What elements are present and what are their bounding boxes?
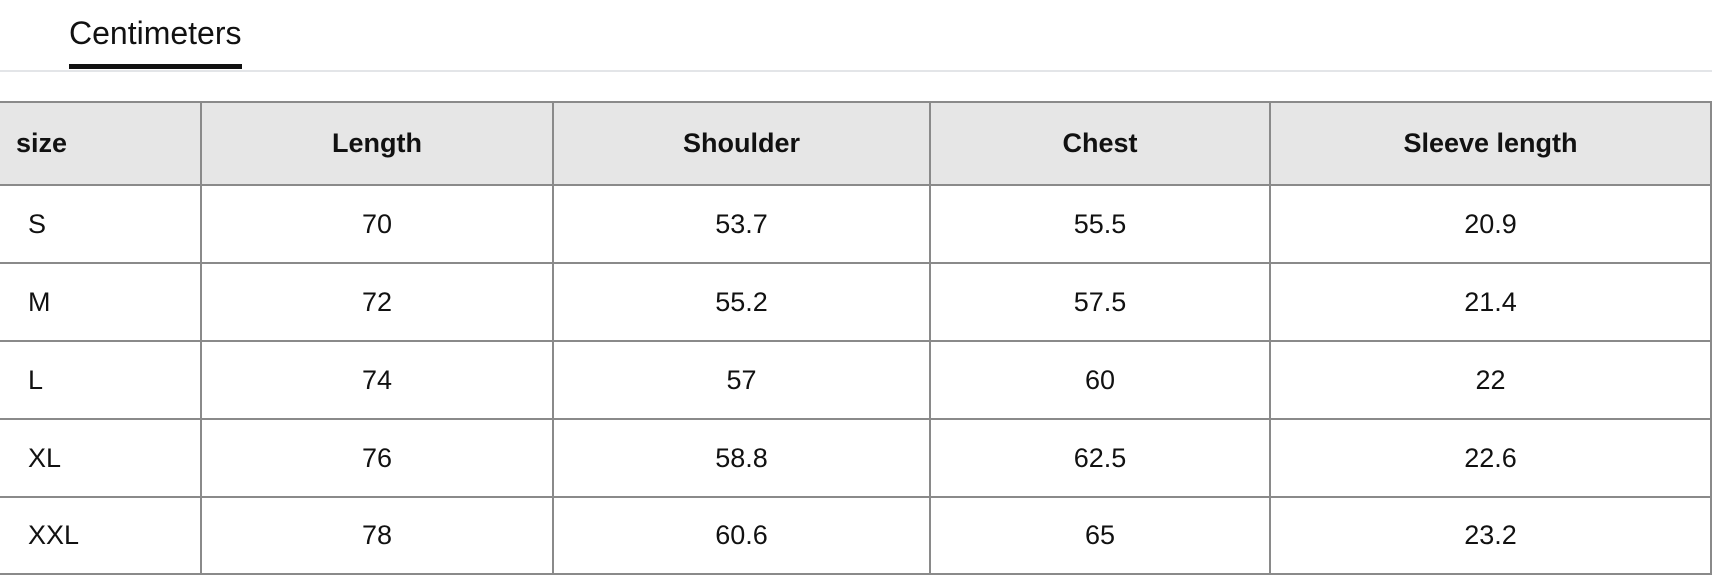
table-row: M 72 55.2 57.5 21.4 — [0, 262, 1712, 342]
table-header-row: size Length Shoulder Chest Sleeve length — [0, 101, 1712, 186]
cell-length: 72 — [200, 262, 554, 342]
cell-size: L — [0, 340, 202, 420]
cell-shoulder: 53.7 — [552, 184, 931, 264]
header-sleeve-length: Sleeve length — [1269, 101, 1712, 186]
cell-shoulder: 60.6 — [552, 496, 931, 575]
cell-chest: 57.5 — [929, 262, 1271, 342]
size-chart-table: size Length Shoulder Chest Sleeve length… — [0, 101, 1712, 575]
cell-chest: 60 — [929, 340, 1271, 420]
cell-size: S — [0, 184, 202, 264]
cell-sleeve-length: 23.2 — [1269, 496, 1712, 575]
header-shoulder: Shoulder — [552, 101, 931, 186]
table-row: L 74 57 60 22 — [0, 340, 1712, 420]
cell-length: 78 — [200, 496, 554, 575]
header-size: size — [0, 101, 202, 186]
cell-shoulder: 58.8 — [552, 418, 931, 498]
cell-chest: 62.5 — [929, 418, 1271, 498]
header-length: Length — [200, 101, 554, 186]
cell-sleeve-length: 20.9 — [1269, 184, 1712, 264]
cell-size: M — [0, 262, 202, 342]
cell-size: XXL — [0, 496, 202, 575]
unit-tabs: Centimeters — [0, 0, 1712, 72]
cell-shoulder: 57 — [552, 340, 931, 420]
tab-centimeters[interactable]: Centimeters — [69, 14, 242, 69]
header-chest: Chest — [929, 101, 1271, 186]
table-row: XXL 78 60.6 65 23.2 — [0, 496, 1712, 575]
cell-length: 70 — [200, 184, 554, 264]
cell-sleeve-length: 22 — [1269, 340, 1712, 420]
cell-length: 74 — [200, 340, 554, 420]
cell-length: 76 — [200, 418, 554, 498]
table-row: XL 76 58.8 62.5 22.6 — [0, 418, 1712, 498]
cell-size: XL — [0, 418, 202, 498]
table-row: S 70 53.7 55.5 20.9 — [0, 184, 1712, 264]
cell-sleeve-length: 22.6 — [1269, 418, 1712, 498]
cell-chest: 65 — [929, 496, 1271, 575]
cell-shoulder: 55.2 — [552, 262, 931, 342]
cell-chest: 55.5 — [929, 184, 1271, 264]
cell-sleeve-length: 21.4 — [1269, 262, 1712, 342]
